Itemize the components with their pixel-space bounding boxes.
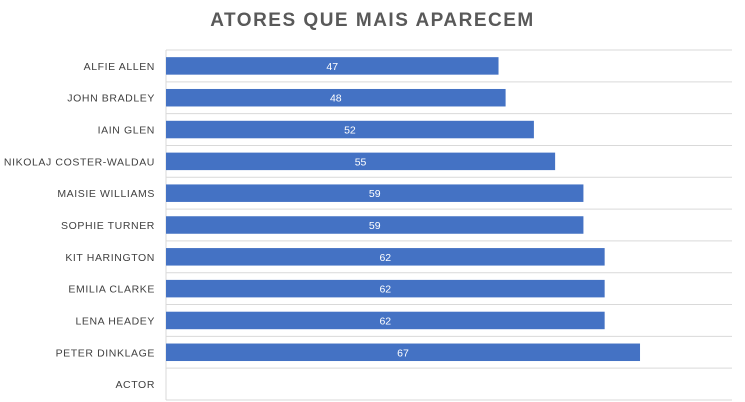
- category-label: IAIN GLEN: [98, 125, 155, 137]
- category-label: EMILIA CLARKE: [68, 284, 155, 296]
- category-label: PETER DINKLAGE: [56, 347, 155, 359]
- bar: [166, 216, 584, 234]
- bar: [166, 120, 534, 139]
- category-label: JOHN BRADLEY: [67, 93, 155, 105]
- data-label: 59: [369, 220, 381, 232]
- data-label: 67: [397, 347, 409, 359]
- data-label: 59: [369, 188, 381, 200]
- category-label: ALFIE ALLEN: [84, 61, 155, 73]
- bar: [166, 57, 499, 75]
- data-label: 47: [326, 61, 338, 73]
- bar: [166, 88, 506, 107]
- category-label: MAISIE WILLIAMS: [57, 188, 155, 200]
- category-label: LENA HEADEY: [75, 315, 155, 327]
- data-label: 55: [355, 156, 367, 168]
- data-label: 62: [379, 252, 391, 264]
- bar: [166, 279, 605, 298]
- category-label: SOPHIE TURNER: [61, 220, 155, 232]
- data-label: 52: [344, 125, 356, 137]
- chart-title: ATORES QUE MAIS APARECEM: [210, 10, 535, 31]
- data-label: 48: [330, 93, 342, 105]
- bar: [166, 343, 641, 362]
- category-label: KIT HARINGTON: [65, 252, 155, 264]
- bar: [166, 311, 605, 330]
- category-label: ACTOR: [115, 379, 155, 391]
- bar: [166, 184, 584, 202]
- bar: [166, 248, 605, 266]
- data-label: 62: [379, 315, 391, 327]
- bar: [166, 152, 556, 171]
- data-label: 62: [379, 284, 391, 296]
- category-label: NIKOLAJ COSTER-WALDAU: [4, 156, 155, 168]
